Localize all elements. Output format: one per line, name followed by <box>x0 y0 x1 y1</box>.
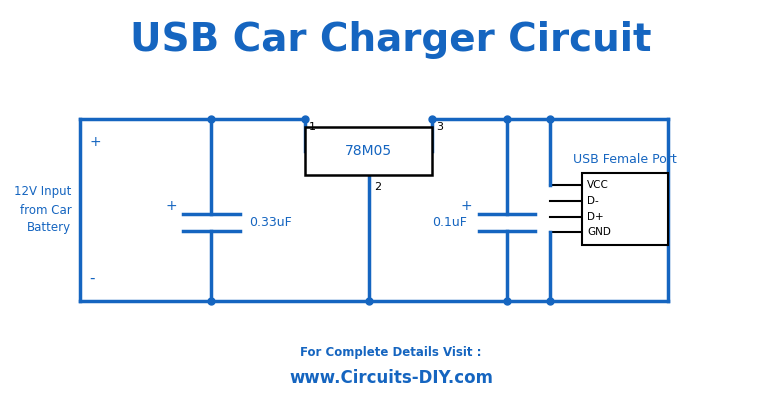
Text: D+: D+ <box>587 212 604 222</box>
Text: GND: GND <box>587 227 611 237</box>
Bar <box>582 173 668 245</box>
Text: USB Car Charger Circuit: USB Car Charger Circuit <box>131 21 652 59</box>
Text: 12V Input
from Car
Battery: 12V Input from Car Battery <box>14 186 71 234</box>
Bar <box>305 127 432 175</box>
Text: 78M05: 78M05 <box>345 144 392 158</box>
Text: +: + <box>461 200 472 213</box>
Text: 1: 1 <box>309 122 316 132</box>
Text: USB Female Port: USB Female Port <box>573 153 677 166</box>
Text: www.Circuits-DIY.com: www.Circuits-DIY.com <box>289 369 493 387</box>
Text: +: + <box>89 135 101 149</box>
Text: -: - <box>89 271 94 286</box>
Text: For Complete Details Visit :: For Complete Details Visit : <box>300 346 482 360</box>
Text: D-: D- <box>587 196 599 206</box>
Text: 0.1uF: 0.1uF <box>432 216 467 229</box>
Text: VCC: VCC <box>587 180 609 190</box>
Text: 2: 2 <box>374 182 381 192</box>
Text: 0.33uF: 0.33uF <box>249 216 292 229</box>
Text: +: + <box>165 200 177 213</box>
Text: 3: 3 <box>436 122 443 132</box>
